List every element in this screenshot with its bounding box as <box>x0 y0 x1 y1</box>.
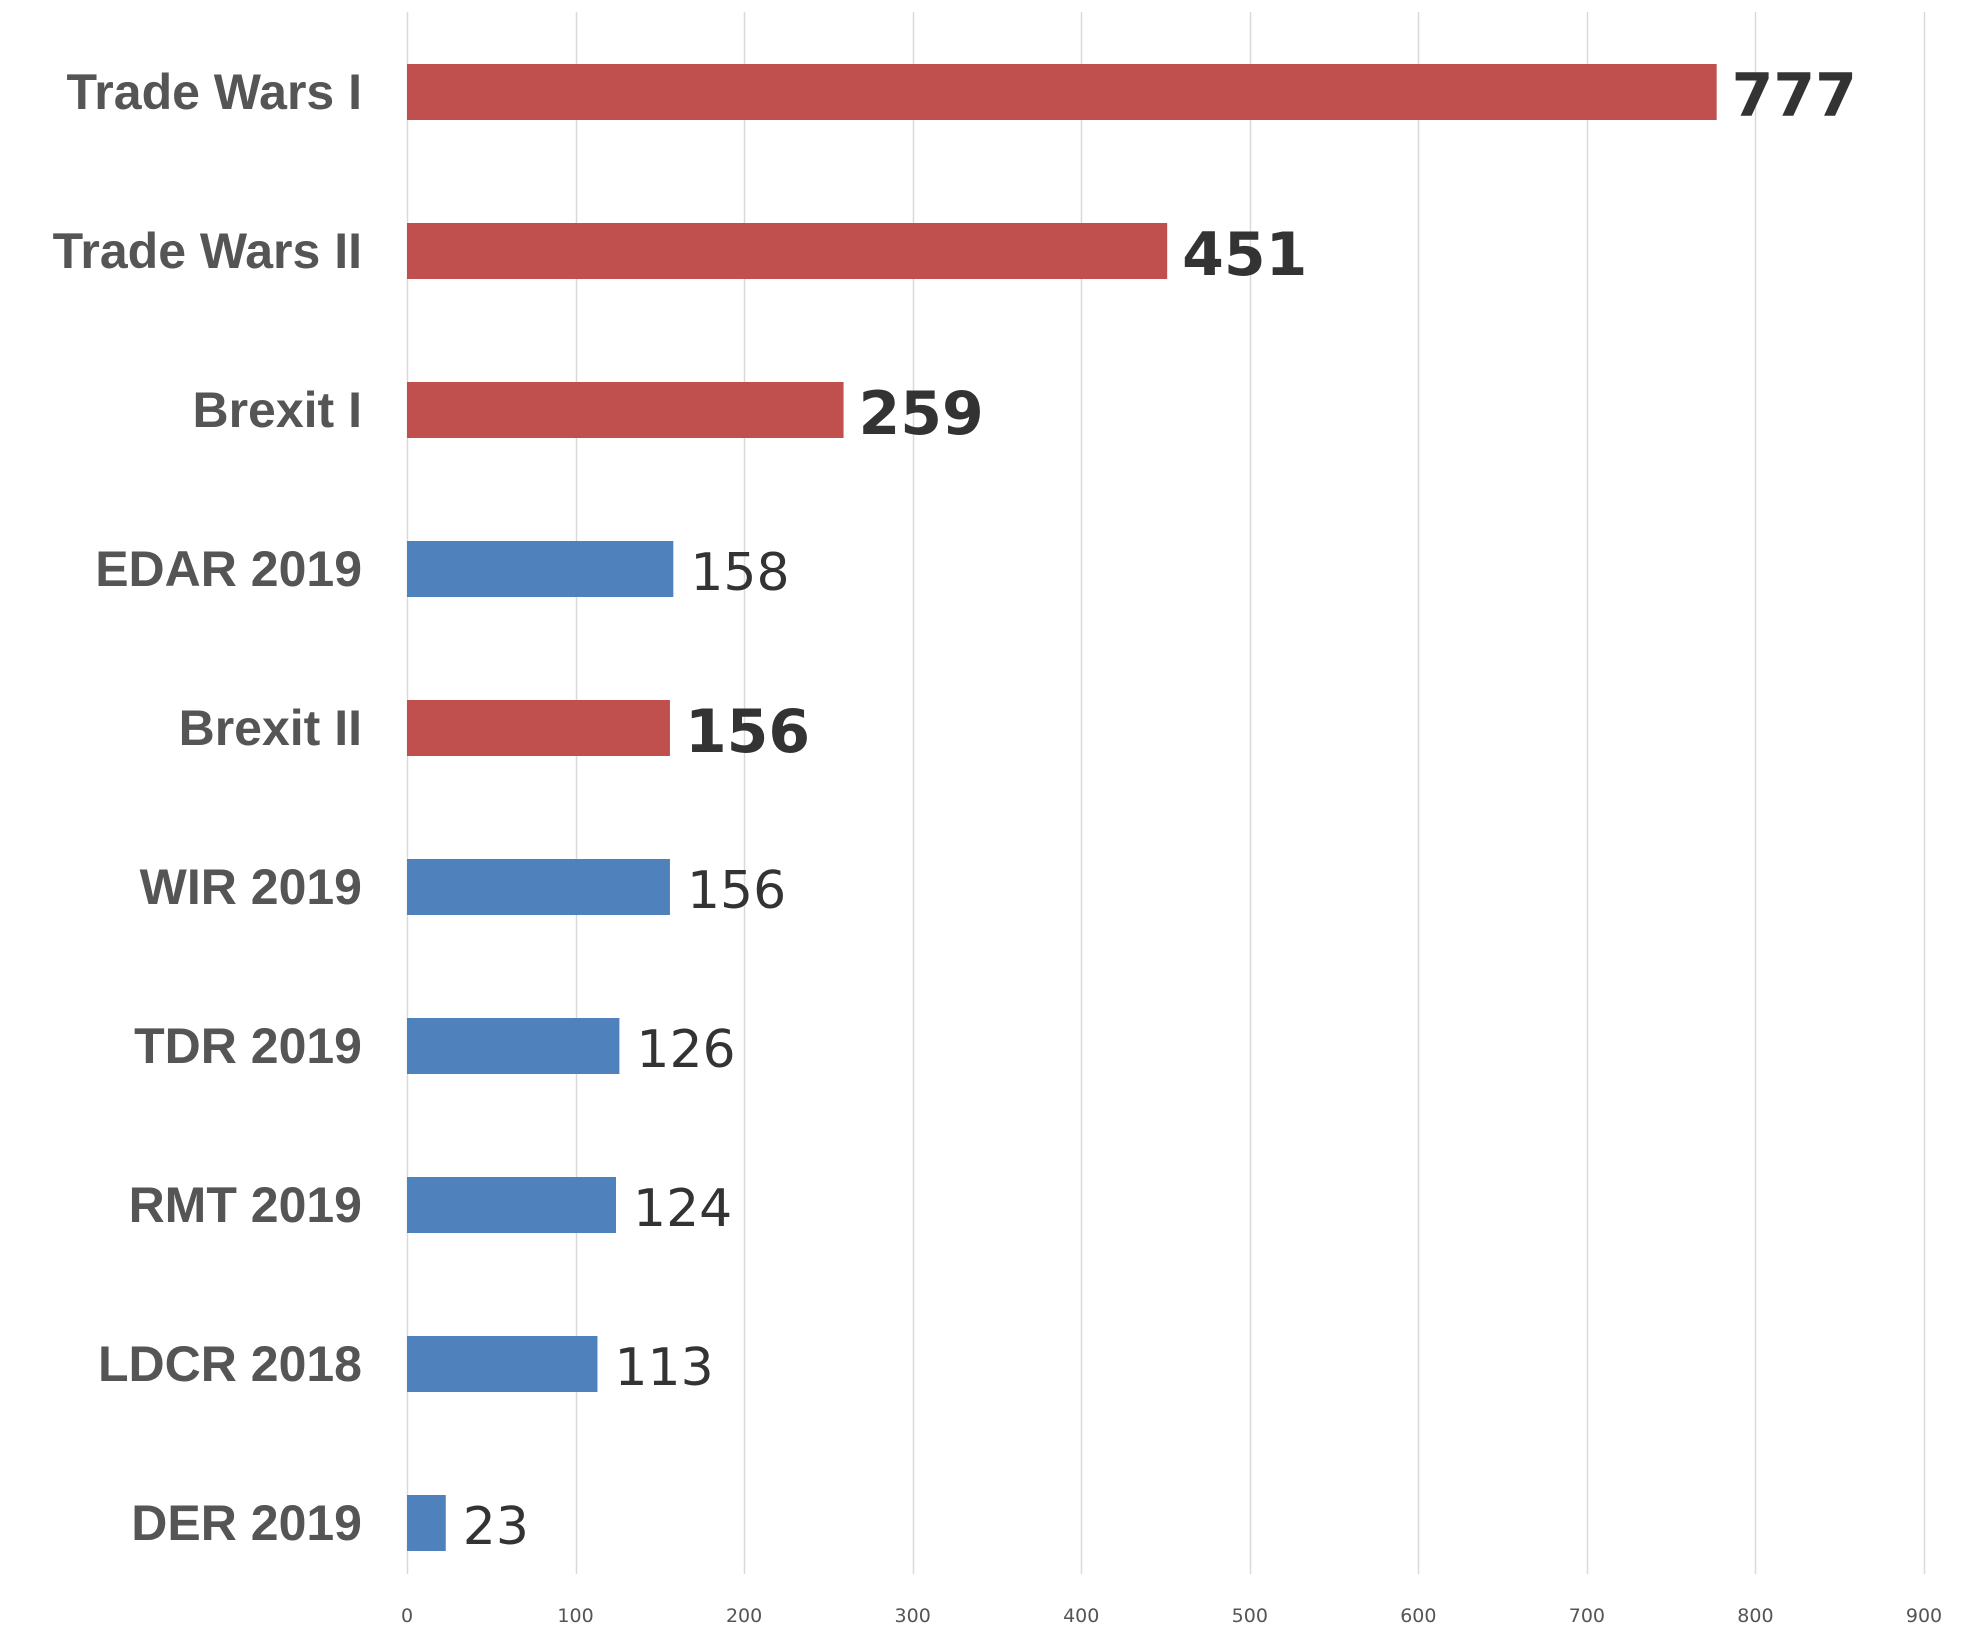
category-labels: Trade Wars I Trade Wars II Brexit I EDAR 20… <box>53 64 362 1551</box>
category-label: Trade Wars I <box>67 64 362 120</box>
value-label: 777 <box>1732 61 1857 131</box>
bar <box>407 223 1168 279</box>
x-tick-label: 600 <box>1400 1605 1436 1627</box>
x-tick-label: 100 <box>557 1605 593 1627</box>
bar <box>407 700 670 756</box>
value-label: 126 <box>636 1020 735 1080</box>
value-label: 113 <box>614 1338 713 1398</box>
bar <box>407 1177 617 1233</box>
category-label: TDR 2019 <box>134 1018 362 1074</box>
category-label: Brexit II <box>179 700 362 756</box>
value-label: 23 <box>463 1497 529 1557</box>
category-label: Trade Wars II <box>53 223 362 279</box>
x-tick-label: 400 <box>1063 1605 1099 1627</box>
bar <box>407 1495 446 1551</box>
bar <box>407 1336 598 1392</box>
value-label: 158 <box>690 543 789 603</box>
category-label: LDCR 2018 <box>98 1336 362 1392</box>
value-labels: 777 451 259 158 156 156 126 124 113 23 <box>463 61 1857 1557</box>
value-label: 124 <box>633 1179 732 1239</box>
category-label: DER 2019 <box>131 1495 362 1551</box>
value-label: 156 <box>687 861 786 921</box>
x-tick-label: 800 <box>1737 1605 1773 1627</box>
category-label: RMT 2019 <box>129 1177 362 1233</box>
x-tick-label: 200 <box>726 1605 762 1627</box>
category-label: Brexit I <box>192 382 362 438</box>
x-tick-label: 700 <box>1569 1605 1605 1627</box>
bars <box>407 64 1717 1551</box>
bar <box>407 64 1717 120</box>
value-label: 156 <box>685 697 810 767</box>
category-label: EDAR 2019 <box>95 541 362 597</box>
x-tick-labels: 0 100 200 300 400 500 600 700 800 900 <box>401 1605 1942 1627</box>
bar <box>407 382 844 438</box>
bar <box>407 859 670 915</box>
category-label: WIR 2019 <box>140 859 362 915</box>
x-tick-label: 300 <box>895 1605 931 1627</box>
x-tick-label: 500 <box>1232 1605 1268 1627</box>
value-label: 259 <box>859 379 984 449</box>
bar <box>407 541 674 597</box>
bar <box>407 1018 620 1074</box>
x-tick-label: 0 <box>401 1605 413 1627</box>
x-tick-label: 900 <box>1906 1605 1942 1627</box>
value-label: 451 <box>1182 220 1307 290</box>
